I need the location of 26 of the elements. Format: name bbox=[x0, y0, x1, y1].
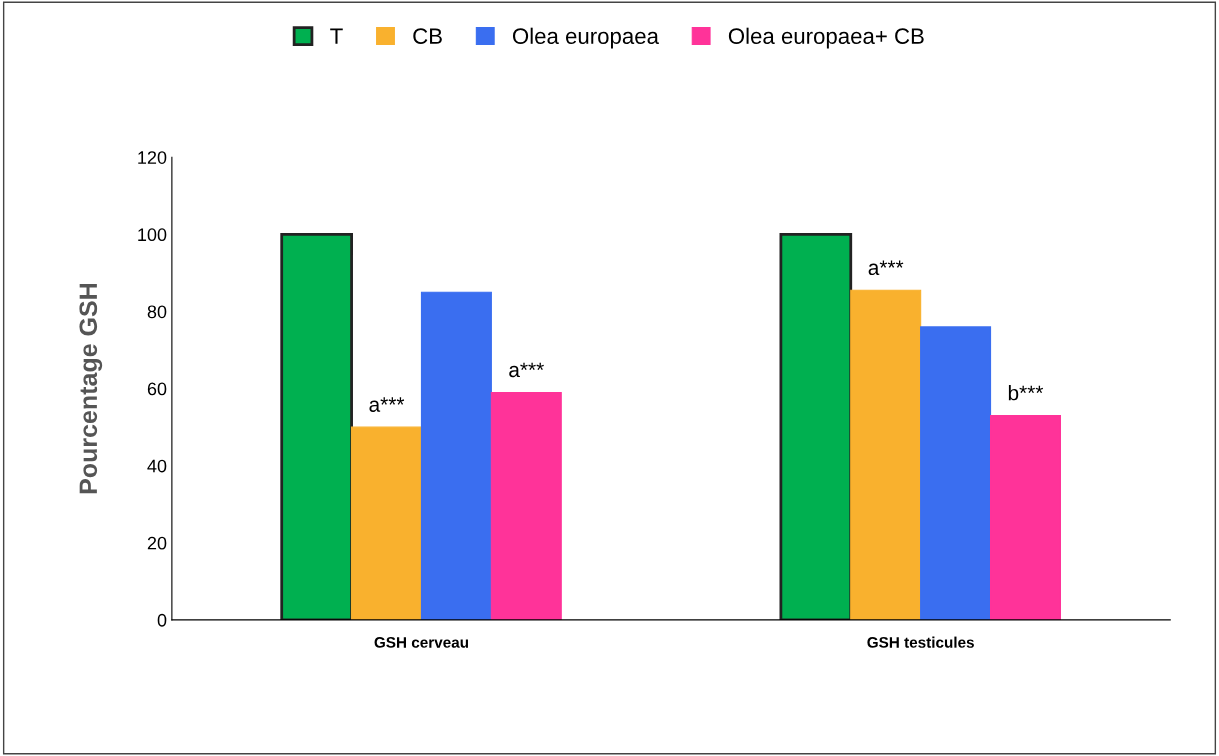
bar bbox=[280, 232, 353, 620]
y-tick-label: 120 bbox=[138, 151, 167, 164]
y-tick-label: 60 bbox=[147, 382, 167, 396]
x-tick-label: GSH testicules bbox=[867, 636, 974, 648]
x-tick-label: GSH cerveau bbox=[374, 636, 469, 648]
legend-label: Olea europaea+ CB bbox=[728, 27, 924, 49]
bar bbox=[850, 289, 922, 620]
bar bbox=[920, 326, 992, 620]
y-tick-label: 100 bbox=[138, 228, 167, 242]
y-tick-label: 20 bbox=[147, 536, 167, 550]
y-tick-label: 40 bbox=[147, 459, 167, 473]
annotation: a*** bbox=[369, 397, 405, 412]
bar bbox=[420, 291, 492, 620]
legend-label: CB bbox=[413, 28, 442, 44]
bar bbox=[779, 232, 853, 620]
y-tick-label: 0 bbox=[157, 613, 167, 627]
legend-label: T bbox=[330, 28, 343, 44]
annotation: a*** bbox=[868, 260, 904, 276]
bar bbox=[989, 415, 1061, 620]
legend-label: Olea europaea bbox=[512, 27, 659, 49]
annotation: b*** bbox=[1008, 385, 1044, 401]
bar bbox=[351, 426, 423, 620]
y-axis-title: Pourcentage GSH bbox=[79, 283, 103, 494]
annotation: a*** bbox=[509, 362, 544, 378]
y-tick-label: 80 bbox=[147, 305, 167, 319]
bar bbox=[490, 391, 562, 620]
